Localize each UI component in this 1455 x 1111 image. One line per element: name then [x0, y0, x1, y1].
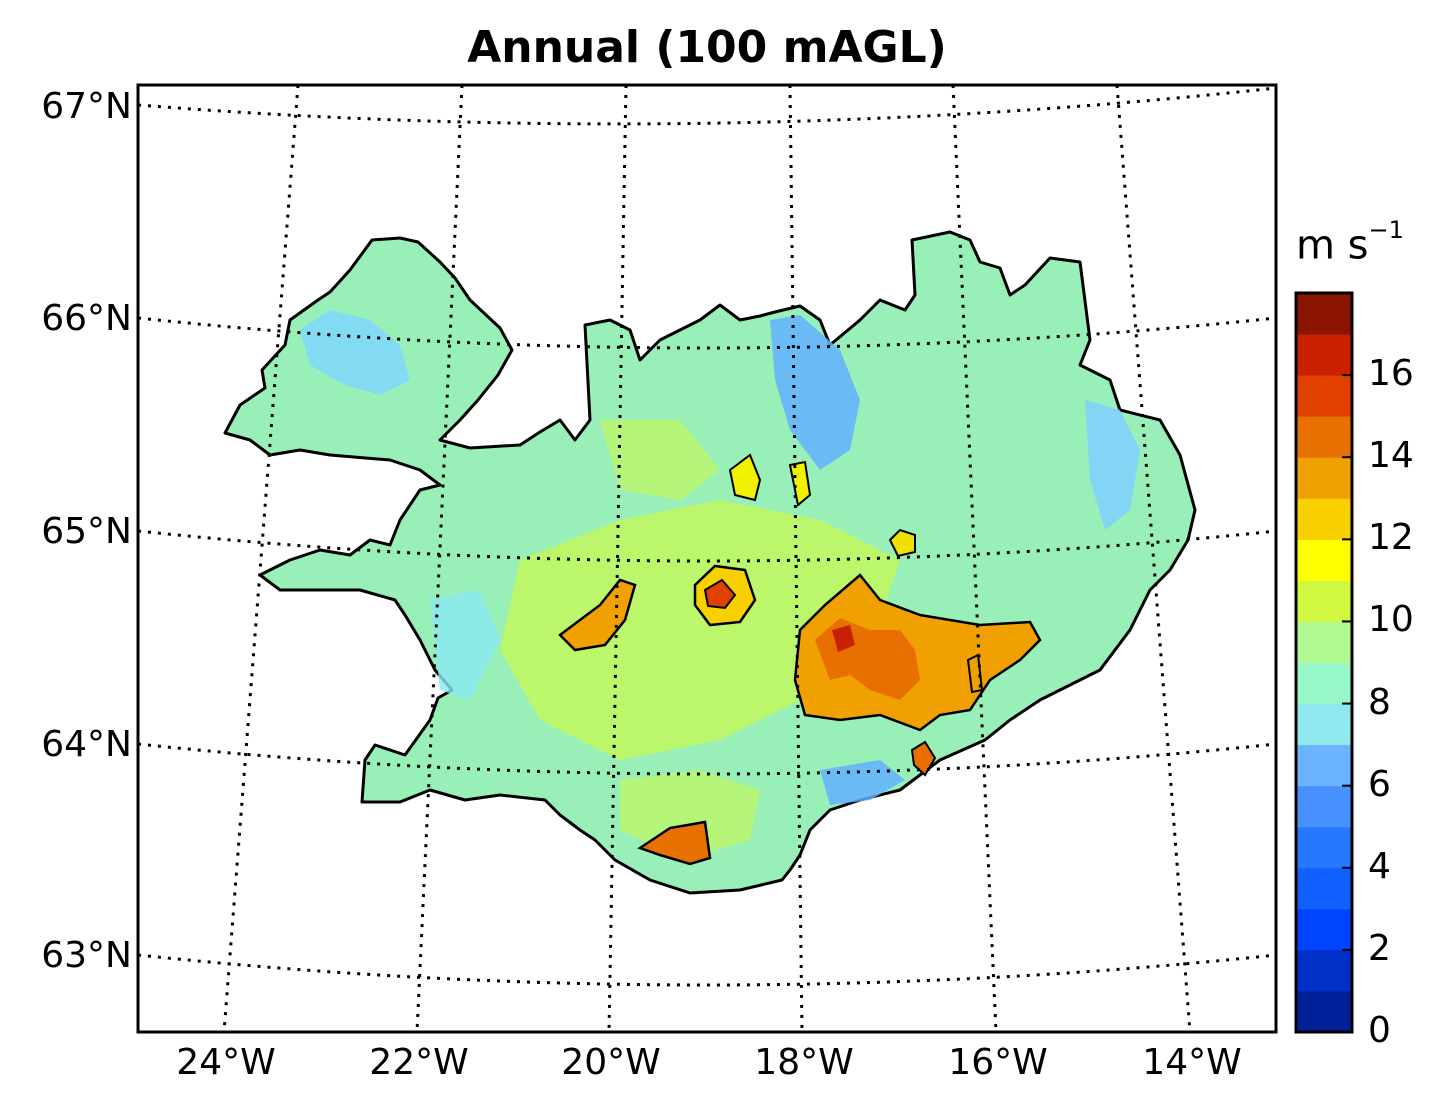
gridline-lat-65 — [138, 529, 1276, 563]
colorbar-unit-exponent: −1 — [1368, 216, 1404, 244]
colorbar-segment — [1296, 498, 1352, 540]
lat-label-67: 67°N — [41, 86, 132, 127]
colorbar-segment — [1296, 908, 1352, 951]
colorbar-segment — [1296, 457, 1352, 499]
gridline-lon-22 — [415, 85, 464, 1032]
colorbar-segment — [1296, 867, 1352, 910]
colorbar-tick-label: 2 — [1368, 927, 1391, 969]
colorbar-segment — [1296, 990, 1352, 1033]
colorbar-tick-label: 10 — [1368, 599, 1414, 641]
low-wind-area-westfjords — [300, 310, 410, 395]
high-wind-northeast-patch — [888, 528, 916, 558]
colorbar-segment — [1296, 621, 1352, 663]
latitude-gridlines — [138, 86, 1276, 987]
gridline-lat-66 — [138, 316, 1276, 350]
low-wind-area-west — [430, 590, 500, 700]
lat-label-64: 64°N — [41, 724, 132, 765]
colorbar-tick-label: 16 — [1368, 353, 1414, 395]
high-wind-north-patches — [728, 453, 812, 507]
colorbar-unit-base: m s — [1296, 222, 1369, 269]
lon-label-20w: 20°W — [561, 1042, 661, 1083]
map-frame — [136, 83, 1278, 1034]
colorbar-segment — [1296, 662, 1352, 705]
gridline-lon-24 — [222, 85, 300, 1032]
colorbar-segment — [1296, 416, 1352, 458]
colorbar-segment — [1296, 580, 1352, 622]
colorbar-tick-label: 4 — [1368, 845, 1391, 887]
colorbar-tick-label: 6 — [1368, 763, 1391, 805]
high-wind-hofsjokull-core — [703, 578, 737, 610]
colorbar-segment — [1296, 334, 1352, 376]
colorbar-segment — [1296, 375, 1352, 417]
gridline-lat-63 — [138, 953, 1276, 987]
lat-label-66: 66°N — [41, 298, 132, 339]
colorbar-tick-label: 8 — [1368, 681, 1391, 723]
high-wind-myrdalsjokull — [637, 820, 712, 866]
low-wind-area-south — [820, 760, 905, 805]
colorbar-tick-label: 14 — [1368, 435, 1414, 477]
colorbar-segment — [1296, 826, 1352, 869]
colorbar — [1296, 293, 1352, 1033]
lat-label-65: 65°N — [41, 511, 132, 552]
high-wind-peak — [832, 625, 855, 652]
gridline-lat-67 — [138, 86, 1276, 126]
gridline-lon-14 — [1115, 85, 1192, 1032]
colorbar-segment — [1296, 949, 1352, 992]
longitude-gridlines — [222, 85, 1192, 1032]
lon-label-18w: 18°W — [754, 1042, 854, 1083]
lon-label-14w: 14°W — [1142, 1042, 1242, 1083]
colorbar-frame — [1294, 291, 1354, 1034]
lat-label-63: 63°N — [41, 935, 132, 976]
lon-label-24w: 24°W — [176, 1042, 276, 1083]
colorbar-segment — [1296, 744, 1352, 787]
high-wind-west-patch — [966, 653, 984, 694]
colorbar-segment — [1296, 539, 1352, 581]
lon-label-16w: 16°W — [948, 1042, 1048, 1083]
map-title: Annual (100 mAGL) — [467, 22, 947, 73]
high-wind-south-tip — [910, 740, 937, 777]
colorbar-tick-label: 0 — [1368, 1010, 1391, 1051]
lon-label-22w: 22°W — [369, 1042, 469, 1083]
colorbar-unit: m s−1 — [1296, 216, 1404, 269]
gridline-lat-64 — [138, 742, 1276, 776]
colorbar-segment — [1296, 703, 1352, 746]
low-wind-area-northeast — [770, 315, 860, 470]
moderate-wind-north — [600, 420, 720, 500]
colorbar-segment — [1296, 293, 1352, 335]
colorbar-tick-label: 12 — [1368, 517, 1414, 559]
colorbar-segment — [1296, 785, 1352, 828]
low-wind-area-east — [1085, 400, 1140, 530]
